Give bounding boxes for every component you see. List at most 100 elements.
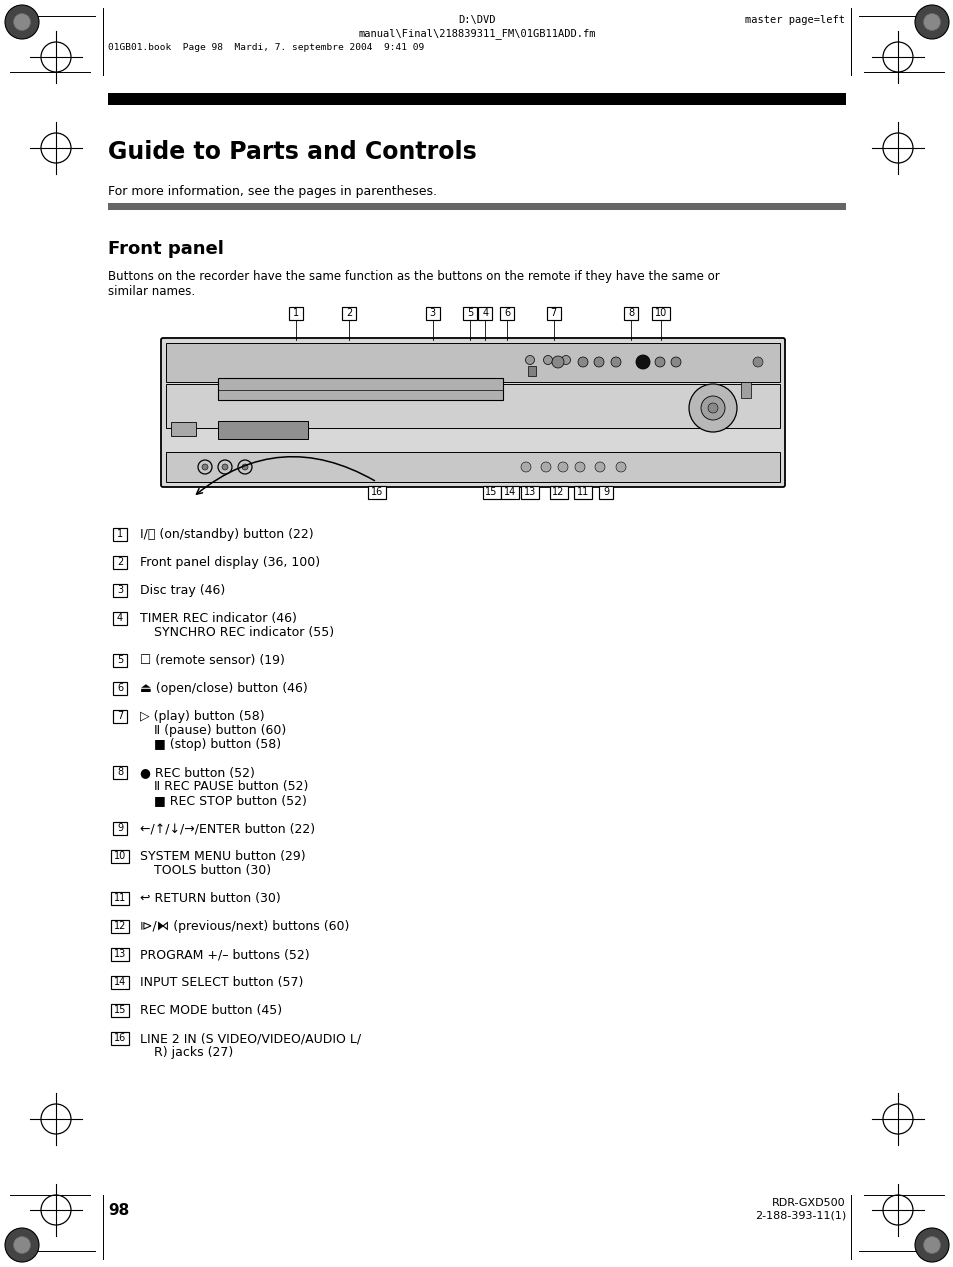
Text: SYSTEM MENU button (29): SYSTEM MENU button (29): [140, 850, 305, 863]
Circle shape: [13, 14, 30, 30]
Bar: [111, 976, 129, 988]
Bar: [289, 307, 303, 319]
Text: 9: 9: [117, 824, 123, 832]
Circle shape: [636, 355, 649, 369]
Text: 11: 11: [113, 893, 126, 903]
Text: 5: 5: [466, 308, 473, 318]
Text: ↩ RETURN button (30): ↩ RETURN button (30): [140, 892, 280, 905]
Text: Ⅱ (pause) button (60): Ⅱ (pause) button (60): [153, 723, 286, 737]
Text: PROGRAM +/– buttons (52): PROGRAM +/– buttons (52): [140, 948, 310, 960]
Bar: [520, 485, 538, 498]
Text: 2-188-393-11(1): 2-188-393-11(1): [754, 1211, 845, 1221]
Bar: [112, 527, 127, 541]
Bar: [112, 555, 127, 569]
Bar: [108, 92, 845, 105]
Circle shape: [543, 356, 552, 365]
Circle shape: [13, 1237, 30, 1253]
Bar: [112, 821, 127, 835]
Text: Guide to Parts and Controls: Guide to Parts and Controls: [108, 139, 477, 163]
Text: 98: 98: [108, 1202, 129, 1218]
Bar: [477, 307, 492, 319]
Text: 2: 2: [117, 557, 123, 568]
Circle shape: [558, 462, 567, 473]
Text: 6: 6: [503, 308, 510, 318]
Circle shape: [688, 384, 737, 432]
Circle shape: [561, 356, 570, 365]
Bar: [652, 307, 670, 319]
Circle shape: [575, 462, 584, 473]
Text: ⏏ (open/close) button (46): ⏏ (open/close) button (46): [140, 682, 308, 696]
Circle shape: [655, 357, 664, 367]
Text: R) jacks (27): R) jacks (27): [153, 1047, 233, 1059]
Circle shape: [222, 464, 228, 470]
Text: Disc tray (46): Disc tray (46): [140, 584, 225, 597]
Circle shape: [610, 357, 620, 367]
Text: ● REC button (52): ● REC button (52): [140, 767, 254, 779]
Bar: [546, 307, 560, 319]
Text: 01GB01.book  Page 98  Mardi, 7. septembre 2004  9:41 09: 01GB01.book Page 98 Mardi, 7. septembre …: [108, 43, 424, 52]
Text: 3: 3: [429, 308, 436, 318]
Text: TOOLS button (30): TOOLS button (30): [153, 864, 271, 877]
Bar: [112, 682, 127, 694]
Text: 10: 10: [113, 851, 126, 862]
Text: ▷ (play) button (58): ▷ (play) button (58): [140, 710, 264, 723]
Text: 9: 9: [602, 487, 609, 497]
Text: ☐ (remote sensor) (19): ☐ (remote sensor) (19): [140, 654, 285, 666]
Text: similar names.: similar names.: [108, 285, 195, 298]
Bar: [111, 892, 129, 905]
Circle shape: [670, 357, 680, 367]
Circle shape: [520, 462, 531, 473]
Bar: [111, 948, 129, 960]
Bar: [740, 381, 750, 398]
Text: Front panel: Front panel: [108, 239, 224, 258]
Text: 14: 14: [503, 487, 516, 497]
Text: 14: 14: [113, 977, 126, 987]
Text: REC MODE button (45): REC MODE button (45): [140, 1003, 282, 1017]
Circle shape: [923, 1237, 940, 1253]
Text: 15: 15: [113, 1005, 126, 1015]
Bar: [171, 422, 195, 436]
Circle shape: [5, 1228, 39, 1262]
Bar: [499, 307, 514, 319]
Text: 1: 1: [117, 530, 123, 538]
Text: ←/↑/↓/→/ENTER button (22): ←/↑/↓/→/ENTER button (22): [140, 822, 314, 835]
Bar: [111, 849, 129, 863]
Bar: [368, 485, 386, 498]
Text: TIMER REC indicator (46): TIMER REC indicator (46): [140, 612, 296, 625]
Text: 11: 11: [577, 487, 589, 497]
Text: SYNCHRO REC indicator (55): SYNCHRO REC indicator (55): [153, 626, 334, 639]
Circle shape: [540, 462, 551, 473]
Text: ■ REC STOP button (52): ■ REC STOP button (52): [153, 794, 307, 807]
Text: I/⏻ (on/standby) button (22): I/⏻ (on/standby) button (22): [140, 528, 314, 541]
Circle shape: [707, 403, 718, 413]
Circle shape: [578, 357, 587, 367]
Circle shape: [923, 14, 940, 30]
Text: 4: 4: [482, 308, 488, 318]
Text: 7: 7: [550, 308, 557, 318]
Text: Ⅱ REC PAUSE button (52): Ⅱ REC PAUSE button (52): [153, 780, 308, 793]
Text: 7: 7: [117, 711, 123, 721]
Text: 8: 8: [117, 767, 123, 777]
Bar: [166, 343, 780, 381]
Circle shape: [594, 357, 603, 367]
Text: Front panel display (36, 100): Front panel display (36, 100): [140, 556, 320, 569]
Bar: [111, 920, 129, 933]
Bar: [112, 710, 127, 722]
Bar: [108, 203, 845, 210]
Text: 3: 3: [117, 585, 123, 595]
Bar: [482, 485, 500, 498]
Bar: [111, 1003, 129, 1016]
Text: 16: 16: [113, 1033, 126, 1043]
Text: 13: 13: [523, 487, 536, 497]
Bar: [598, 485, 613, 498]
Circle shape: [525, 356, 534, 365]
Circle shape: [552, 356, 563, 367]
Circle shape: [700, 397, 724, 419]
Circle shape: [595, 462, 604, 473]
Text: 2: 2: [346, 308, 352, 318]
Text: D:\DVD: D:\DVD: [457, 15, 496, 25]
Bar: [166, 452, 780, 481]
Circle shape: [202, 464, 208, 470]
Text: 8: 8: [627, 308, 634, 318]
Circle shape: [616, 462, 625, 473]
